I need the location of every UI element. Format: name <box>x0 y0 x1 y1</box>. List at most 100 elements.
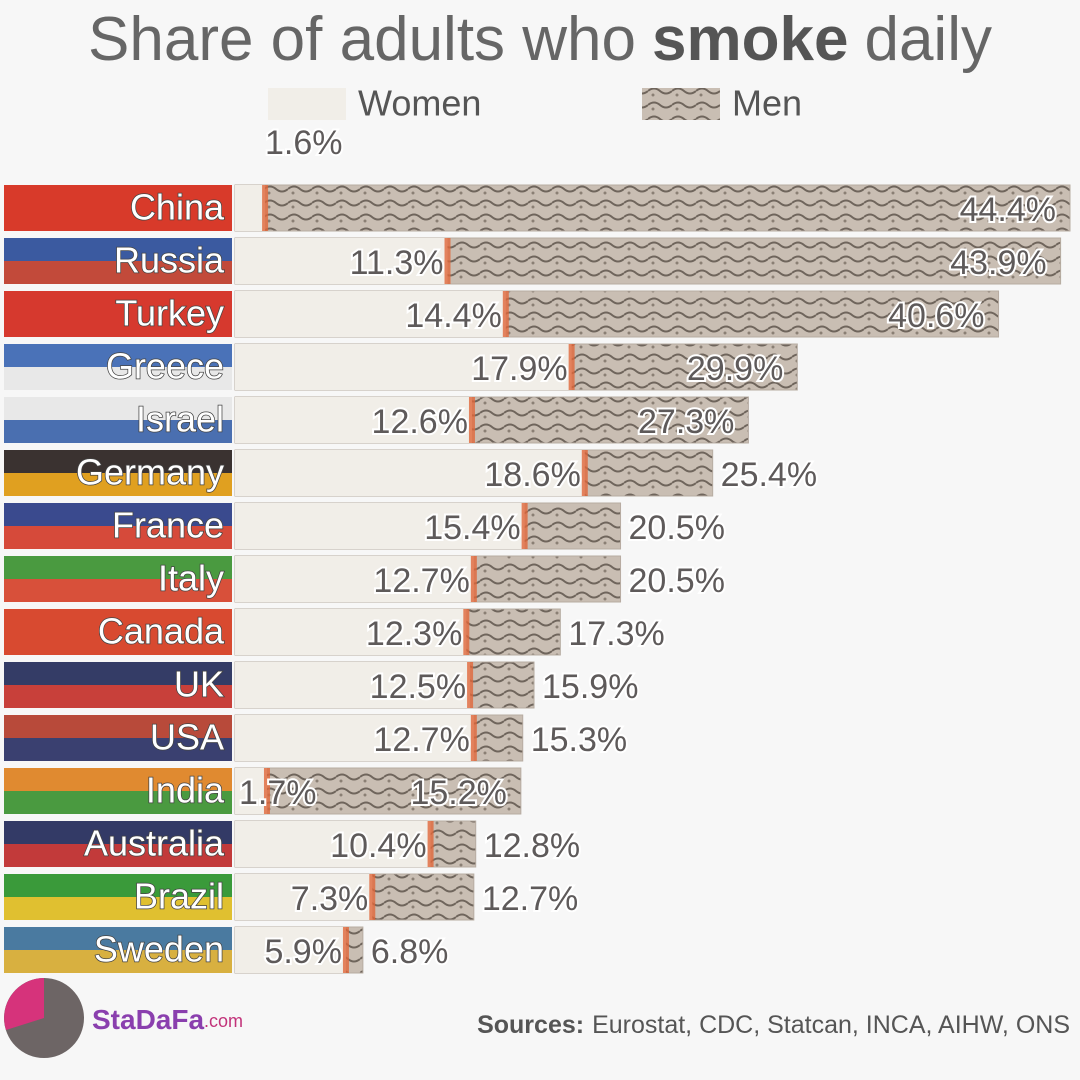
men-value-label: 15.9% <box>542 668 638 706</box>
ember <box>568 344 575 390</box>
ember <box>467 662 474 708</box>
legend-label: Women <box>358 83 481 124</box>
women-bar <box>235 503 525 549</box>
flag <box>4 738 232 761</box>
ember <box>470 715 477 761</box>
brand: StaDaFa.com <box>92 1004 243 1035</box>
flag <box>4 397 232 420</box>
flag <box>4 632 232 655</box>
ember <box>470 556 477 602</box>
ember <box>263 768 270 814</box>
flag <box>4 420 232 443</box>
men-bar <box>234 184 1071 232</box>
legend-label: Men <box>732 83 802 124</box>
category-label: UK <box>174 664 224 705</box>
category-label: Brazil <box>134 876 224 917</box>
flag <box>4 579 232 602</box>
women-value-label: 7.3% <box>291 880 369 918</box>
women-bar <box>235 874 373 920</box>
category-label: Sweden <box>94 929 224 970</box>
category-label: Italy <box>158 558 224 599</box>
women-value-label: 12.7% <box>373 562 469 600</box>
category-label: India <box>146 770 225 811</box>
men-value-label: 44.4% <box>960 191 1056 229</box>
flag <box>4 238 232 261</box>
flag <box>4 261 232 284</box>
ember <box>262 185 269 231</box>
men-value-label: 15.2% <box>410 774 506 812</box>
flag <box>4 450 232 473</box>
women-bar <box>235 768 267 814</box>
footer: StaDaFa.com Sources: Eurostat, CDC, Statc… <box>4 978 1070 1058</box>
legend-swatch <box>268 88 346 120</box>
women-bar <box>235 927 346 973</box>
flag <box>4 609 232 632</box>
category-label: Germany <box>76 452 224 493</box>
women-bar <box>235 450 585 496</box>
men-value-label: 12.7% <box>482 880 578 918</box>
men-value-label: 40.6% <box>888 297 984 335</box>
ember <box>468 397 475 443</box>
women-value-label: 15.4% <box>424 509 520 547</box>
flag <box>4 291 232 314</box>
ember <box>502 291 509 337</box>
women-bar <box>235 662 471 708</box>
ember <box>342 927 349 973</box>
legend-swatch <box>642 88 720 120</box>
women-value-label: 1.7% <box>239 774 317 812</box>
women-value-label: 11.3% <box>350 244 444 282</box>
flag <box>4 715 232 738</box>
category-label: Israel <box>136 399 224 440</box>
women-value-label: 12.6% <box>372 403 468 441</box>
category-label: China <box>130 187 225 228</box>
women-value-label: 12.7% <box>373 721 469 759</box>
flag <box>4 344 232 367</box>
ember <box>427 821 434 867</box>
women-bar <box>235 397 472 443</box>
flag <box>4 874 232 897</box>
women-value-label: 5.9% <box>264 933 342 971</box>
ember <box>521 503 528 549</box>
men-value-label: 20.5% <box>629 562 725 600</box>
ember <box>463 609 470 655</box>
flag <box>4 208 232 231</box>
men-value-label: 17.3% <box>568 615 664 653</box>
category-label: Australia <box>84 823 225 864</box>
flag <box>4 367 232 390</box>
women-bar <box>235 556 474 602</box>
men-value-label: 15.3% <box>531 721 627 759</box>
flag <box>4 526 232 549</box>
flag <box>4 950 232 973</box>
women-value-label: 10.4% <box>330 827 426 865</box>
flag <box>4 791 232 814</box>
flag <box>4 556 232 579</box>
women-value-label: 17.9% <box>471 350 567 388</box>
men-value-label: 29.9% <box>687 350 783 388</box>
flag <box>4 185 232 208</box>
flag <box>4 768 232 791</box>
category-label: Turkey <box>115 293 224 334</box>
women-value-label: 14.4% <box>405 297 501 335</box>
flag <box>4 473 232 496</box>
men-value-label: 20.5% <box>629 509 725 547</box>
men-value-label: 25.4% <box>721 456 817 494</box>
women-value-label: 12.3% <box>366 615 462 653</box>
logo-slice <box>4 978 44 1030</box>
women-bar <box>235 185 266 231</box>
flag <box>4 844 232 867</box>
category-label: Canada <box>98 611 225 652</box>
chart-title: Share of adults who smoke daily <box>88 5 992 74</box>
ember <box>444 238 451 284</box>
ember <box>581 450 588 496</box>
ember <box>369 874 376 920</box>
women-value-label: 12.5% <box>370 668 466 706</box>
women-bar <box>235 238 448 284</box>
women-bar <box>235 609 467 655</box>
women-value-label: 18.6% <box>484 456 580 494</box>
flag <box>4 897 232 920</box>
flag <box>4 662 232 685</box>
women-bar <box>235 821 431 867</box>
flag <box>4 503 232 526</box>
flag <box>4 685 232 708</box>
